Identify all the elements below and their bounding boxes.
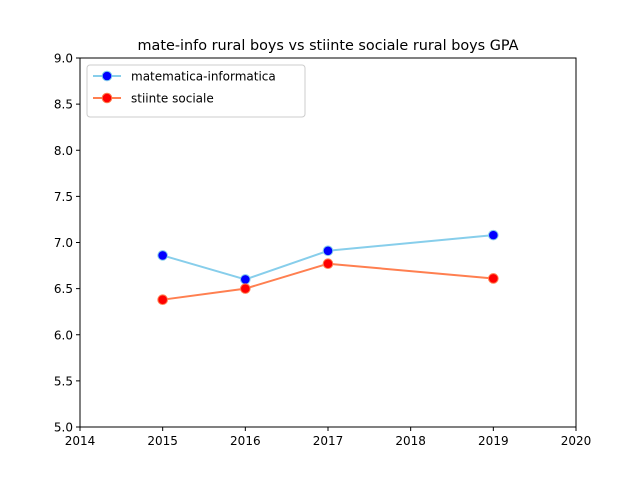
legend: matematica-informatica stiinte sociale — [86, 64, 306, 118]
y-tick-label: 5.5 — [54, 374, 73, 388]
series-1-point — [240, 274, 251, 285]
legend-box — [86, 64, 306, 118]
legend-label: stiinte sociale — [131, 92, 214, 106]
y-tick-label: 9.0 — [54, 52, 73, 66]
y-tick-label: 5.0 — [54, 421, 73, 435]
series-2-point — [157, 294, 168, 305]
y-tick-label: 8.0 — [54, 144, 73, 158]
series-2-point — [322, 258, 334, 270]
series-2-point — [240, 283, 251, 294]
legend-marker — [101, 92, 113, 104]
axis-ticks: 2014 2015 2016 2017 2018 2019 2020 5.0 5.5 6.0 6.5… — [54, 52, 591, 449]
y-tick-label: 6.5 — [54, 282, 73, 296]
series-1-point — [488, 229, 499, 241]
x-tick-label: 2017 — [313, 434, 344, 448]
y-tick-label: 6.0 — [54, 328, 73, 342]
y-tick-label: 7.0 — [54, 236, 73, 250]
x-tick-label: 2020 — [561, 434, 592, 448]
series-1-point — [157, 250, 168, 261]
plot-frame — [79, 57, 577, 428]
y-tick-label: 8.5 — [54, 98, 73, 112]
x-tick-label: 2014 — [65, 434, 96, 448]
legend-marker — [101, 70, 113, 82]
x-tick-label: 2016 — [230, 434, 261, 448]
series-line-2 — [161, 262, 495, 301]
series-line-1 — [161, 234, 495, 281]
series-2-point — [488, 273, 499, 284]
series-1-point — [322, 245, 334, 257]
x-tick-label: 2015 — [147, 434, 178, 448]
chart-title: mate-info rural boys vs stiinte sociale … — [138, 38, 519, 54]
plot-series — [157, 229, 499, 305]
x-tick-label: 2018 — [395, 434, 426, 448]
x-tick-label: 2019 — [478, 434, 509, 448]
y-tick-label: 7.5 — [54, 190, 73, 204]
legend-label: matematica-informatica — [131, 70, 276, 84]
